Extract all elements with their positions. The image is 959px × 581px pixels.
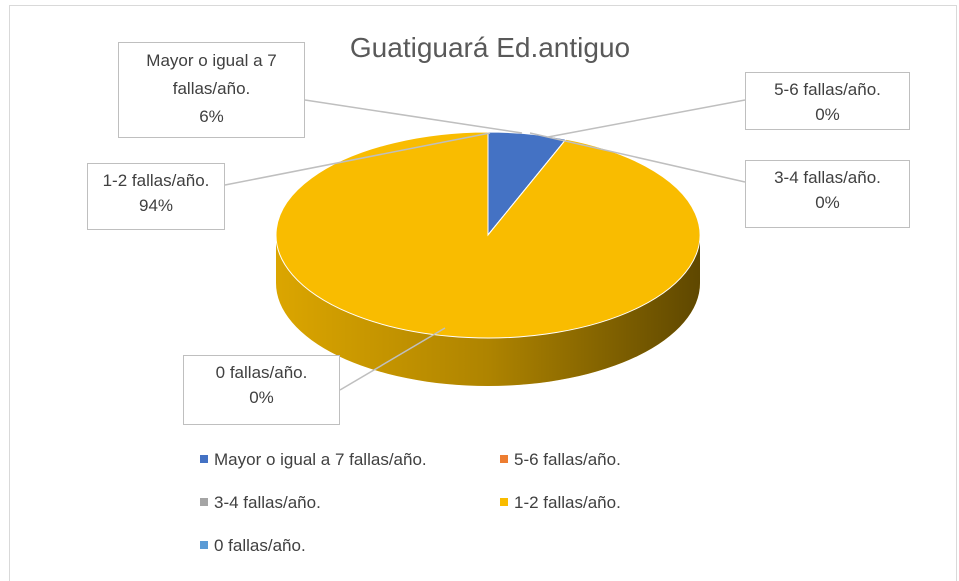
legend-label: Mayor o igual a 7 fallas/año.	[214, 450, 427, 469]
legend-label: 0 fallas/año.	[214, 536, 306, 555]
data-label: 5-6 fallas/año. 0%	[745, 72, 910, 130]
legend-label: 5-6 fallas/año.	[514, 450, 621, 469]
leader-lines	[224, 99, 746, 391]
data-label-value: 0%	[815, 193, 840, 212]
legend-marker	[200, 498, 208, 506]
legend-marker	[500, 455, 508, 463]
legend-label: 3-4 fallas/año.	[214, 493, 321, 512]
legend-marker	[200, 455, 208, 463]
chart-border	[9, 5, 957, 581]
data-label: Mayor o igual a 7 fallas/año. 6%	[118, 42, 305, 138]
data-label-category: 5-6 fallas/año.	[774, 80, 881, 99]
data-label: 0 fallas/año. 0%	[183, 355, 340, 425]
legend-marker	[500, 498, 508, 506]
data-label-category: Mayor o igual a 7 fallas/año.	[146, 51, 277, 98]
leader-line	[339, 327, 446, 391]
leader-line	[547, 99, 746, 138]
legend-item: 3-4 fallas/año.	[200, 493, 321, 513]
legend-marker	[200, 541, 208, 549]
leader-line	[529, 132, 746, 183]
leader-line	[304, 99, 523, 134]
legend-item: 1-2 fallas/año.	[500, 493, 621, 513]
data-label-value: 94%	[138, 196, 174, 215]
legend-item: Mayor o igual a 7 fallas/año.	[200, 450, 427, 470]
legend-item: 5-6 fallas/año.	[500, 450, 621, 470]
legend-item: 0 fallas/año.	[200, 536, 306, 556]
data-label-value: 0%	[249, 388, 274, 407]
chart-title: Guatiguará Ed.antiguo	[349, 32, 631, 63]
data-label-category: 0 fallas/año.	[215, 363, 308, 382]
legend-label: 1-2 fallas/año.	[514, 493, 621, 512]
data-label: 3-4 fallas/año. 0%	[745, 160, 910, 228]
data-label-value: 0%	[815, 105, 840, 124]
leader-line	[224, 132, 491, 186]
data-label-category: 3-4 fallas/año.	[774, 168, 881, 187]
data-label-category: 1-2 fallas/año.	[102, 171, 210, 190]
data-label: 1-2 fallas/año. 94%	[87, 163, 225, 230]
side-shade	[276, 235, 700, 386]
data-label-value: 6%	[199, 107, 224, 126]
